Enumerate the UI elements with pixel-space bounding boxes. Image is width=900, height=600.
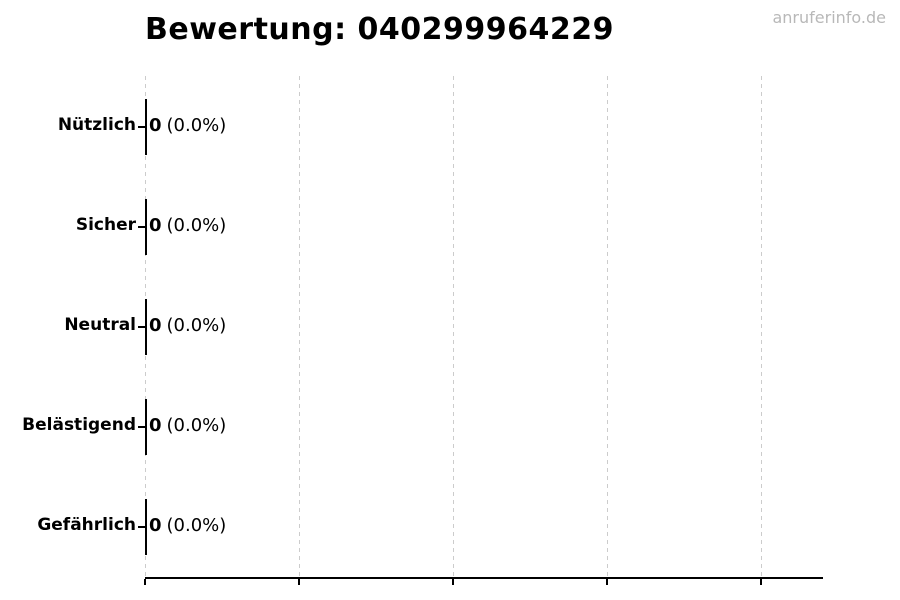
- category-label: Gefährlich: [37, 515, 136, 535]
- y-axis-tick: [138, 226, 145, 228]
- gridline: [761, 76, 762, 578]
- x-axis-tick: [298, 579, 300, 585]
- y-axis-tick: [138, 426, 145, 428]
- x-axis-tick: [760, 579, 762, 585]
- bar-count: 0: [149, 515, 162, 536]
- bar-zero-value: [145, 99, 147, 155]
- gridline: [453, 76, 454, 578]
- bar-count: 0: [149, 215, 162, 236]
- bar-zero-value: [145, 299, 147, 355]
- bar-percent: (0.0%): [166, 115, 227, 136]
- value-label: 0 (0.0%): [149, 515, 226, 536]
- x-axis-tick: [144, 579, 146, 585]
- bar-percent: (0.0%): [166, 515, 227, 536]
- category-label: Nützlich: [57, 115, 136, 135]
- gridline: [607, 76, 608, 578]
- bar-count: 0: [149, 415, 162, 436]
- x-axis-tick: [606, 579, 608, 585]
- y-axis-tick: [138, 326, 145, 328]
- x-axis-line: [145, 577, 823, 579]
- value-label: 0 (0.0%): [149, 115, 226, 136]
- bar-count: 0: [149, 115, 162, 136]
- bar-zero-value: [145, 499, 147, 555]
- y-axis-tick: [138, 126, 145, 128]
- gridline: [299, 76, 300, 578]
- bar-zero-value: [145, 399, 147, 455]
- x-axis-tick: [452, 579, 454, 585]
- value-label: 0 (0.0%): [149, 215, 226, 236]
- watermark-text: anruferinfo.de: [772, 8, 886, 27]
- y-axis-tick: [138, 526, 145, 528]
- chart-title: Bewertung: 040299964229: [145, 12, 615, 47]
- bar-percent: (0.0%): [166, 415, 227, 436]
- bar-zero-value: [145, 199, 147, 255]
- bar-percent: (0.0%): [166, 215, 227, 236]
- value-label: 0 (0.0%): [149, 415, 226, 436]
- category-label: Sicher: [75, 215, 136, 235]
- bar-count: 0: [149, 315, 162, 336]
- category-label: Belästigend: [22, 415, 136, 435]
- category-label: Neutral: [64, 315, 136, 335]
- value-label: 0 (0.0%): [149, 315, 226, 336]
- bar-percent: (0.0%): [166, 315, 227, 336]
